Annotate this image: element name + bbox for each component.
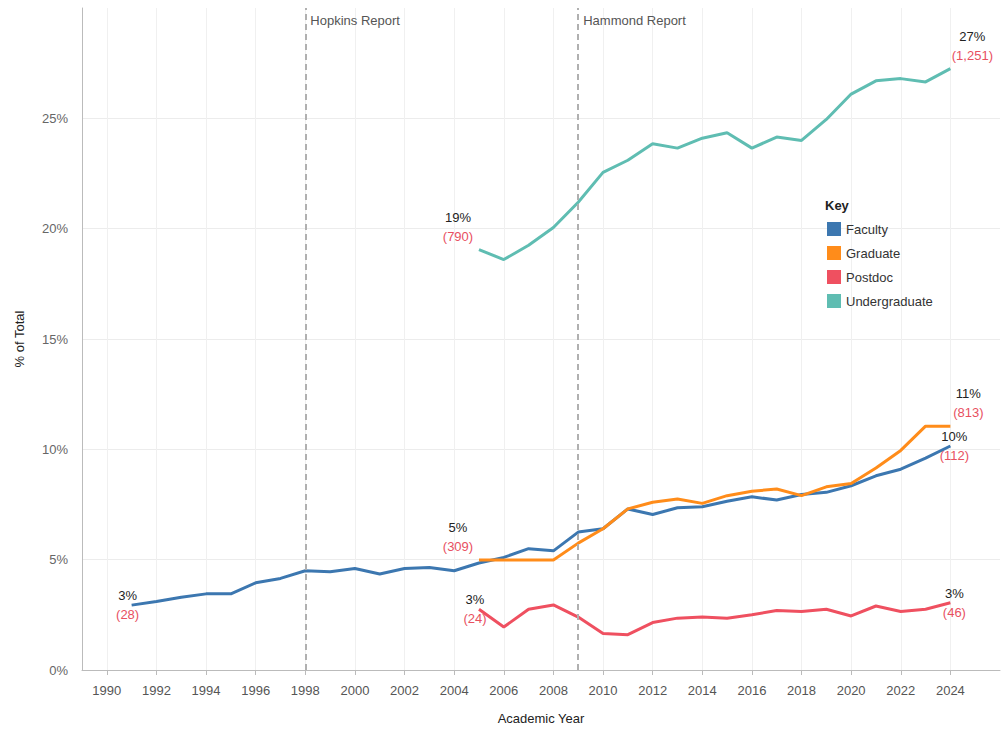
svg-text:2006: 2006 (489, 683, 518, 698)
svg-text:2000: 2000 (340, 683, 369, 698)
svg-text:Faculty: Faculty (846, 222, 888, 237)
svg-text:2020: 2020 (837, 683, 866, 698)
svg-text:Hopkins Report: Hopkins Report (310, 13, 400, 28)
svg-text:Undergraduate: Undergraduate (846, 294, 933, 309)
svg-text:1990: 1990 (92, 683, 121, 698)
svg-text:2004: 2004 (440, 683, 469, 698)
svg-text:3%: 3% (945, 586, 964, 601)
svg-text:2024: 2024 (936, 683, 965, 698)
svg-text:Academic Year: Academic Year (498, 711, 585, 726)
svg-text:(813): (813) (953, 405, 983, 420)
svg-text:19%: 19% (445, 210, 471, 225)
svg-text:(28): (28) (116, 607, 139, 622)
svg-text:27%: 27% (959, 29, 985, 44)
svg-text:Key: Key (825, 198, 850, 213)
svg-text:Postdoc: Postdoc (846, 270, 893, 285)
svg-text:(1,251): (1,251) (952, 48, 993, 63)
svg-text:Graduate: Graduate (846, 246, 900, 261)
svg-text:0%: 0% (49, 663, 68, 678)
svg-text:Hammond Report: Hammond Report (583, 13, 686, 28)
svg-text:2022: 2022 (886, 683, 915, 698)
svg-text:2014: 2014 (688, 683, 717, 698)
svg-text:15%: 15% (42, 332, 68, 347)
svg-text:2008: 2008 (539, 683, 568, 698)
svg-text:2012: 2012 (638, 683, 667, 698)
svg-text:11%: 11% (956, 386, 981, 401)
svg-text:1996: 1996 (241, 683, 270, 698)
svg-text:(309): (309) (443, 539, 473, 554)
svg-text:3%: 3% (118, 588, 137, 603)
svg-text:2016: 2016 (737, 683, 766, 698)
svg-text:% of Total: % of Total (12, 310, 27, 367)
svg-text:(46): (46) (943, 605, 966, 620)
svg-text:2018: 2018 (787, 683, 816, 698)
svg-text:5%: 5% (49, 552, 68, 567)
svg-text:1998: 1998 (291, 683, 320, 698)
svg-text:10%: 10% (42, 442, 68, 457)
svg-text:2002: 2002 (390, 683, 419, 698)
svg-text:3%: 3% (466, 592, 485, 607)
svg-text:10%: 10% (941, 429, 967, 444)
svg-text:2010: 2010 (589, 683, 618, 698)
svg-text:(24): (24) (463, 611, 486, 626)
svg-text:20%: 20% (42, 221, 68, 236)
svg-text:1992: 1992 (142, 683, 171, 698)
svg-text:25%: 25% (42, 111, 68, 126)
svg-text:5%: 5% (449, 520, 468, 535)
svg-text:(790): (790) (443, 229, 473, 244)
svg-text:(112): (112) (940, 448, 969, 463)
svg-text:1994: 1994 (192, 683, 221, 698)
